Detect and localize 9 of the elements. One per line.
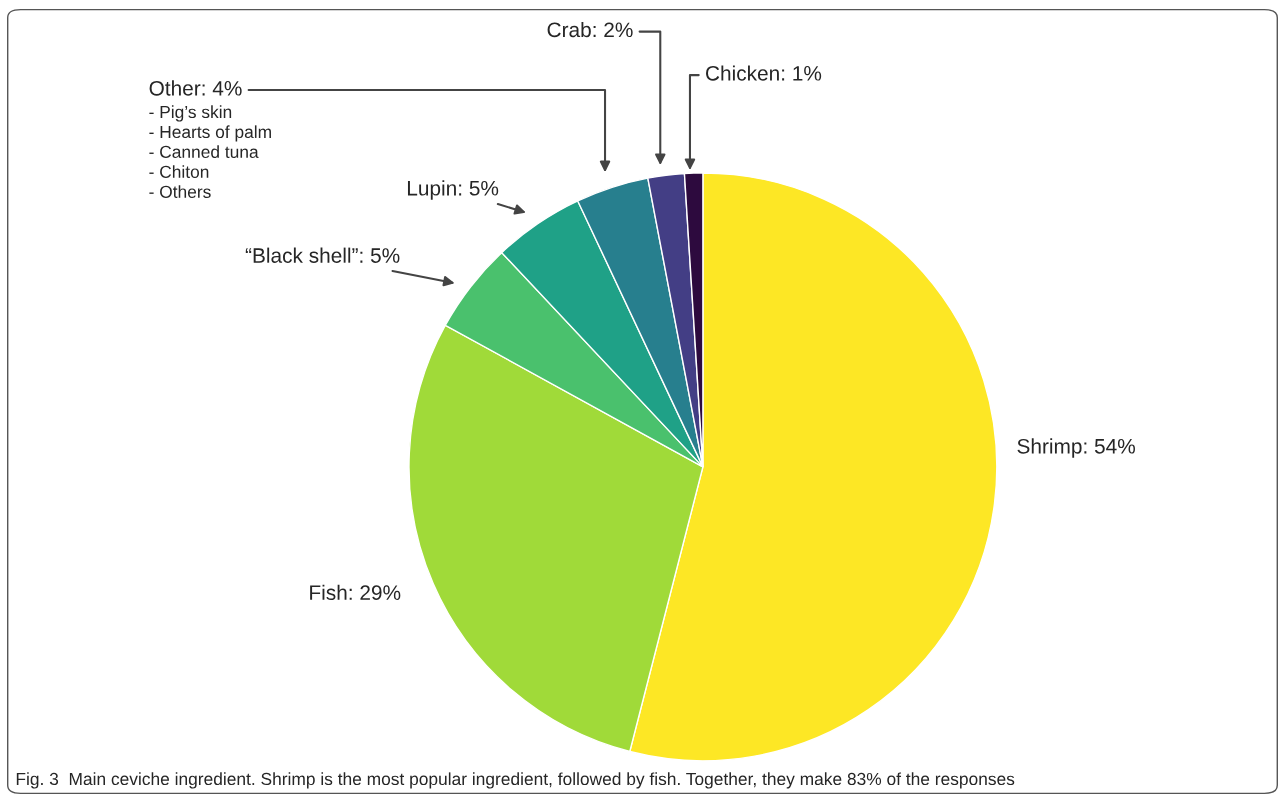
slice-label: Shrimp: 54% [1017,438,1135,458]
slice-label: Crab: 2% [547,21,633,38]
slice-label: Lupin: 5% [407,180,499,200]
slice-label: Chicken: 1% [706,65,822,81]
slice-label: Fish: 29% [310,584,401,601]
slice-label: “Black shell”: 5% [245,247,400,263]
caption: Fig. 3 Main ceviche ingredient. Shrimp is the most popular ingredient, followed by fish. Together, they make 83% of the responses [16,772,1015,789]
slice-label: Other: 4% [149,80,242,96]
text: - Pig’s skin - Hearts of palm - Canned tuna - Chiton - Others [149,105,271,198]
